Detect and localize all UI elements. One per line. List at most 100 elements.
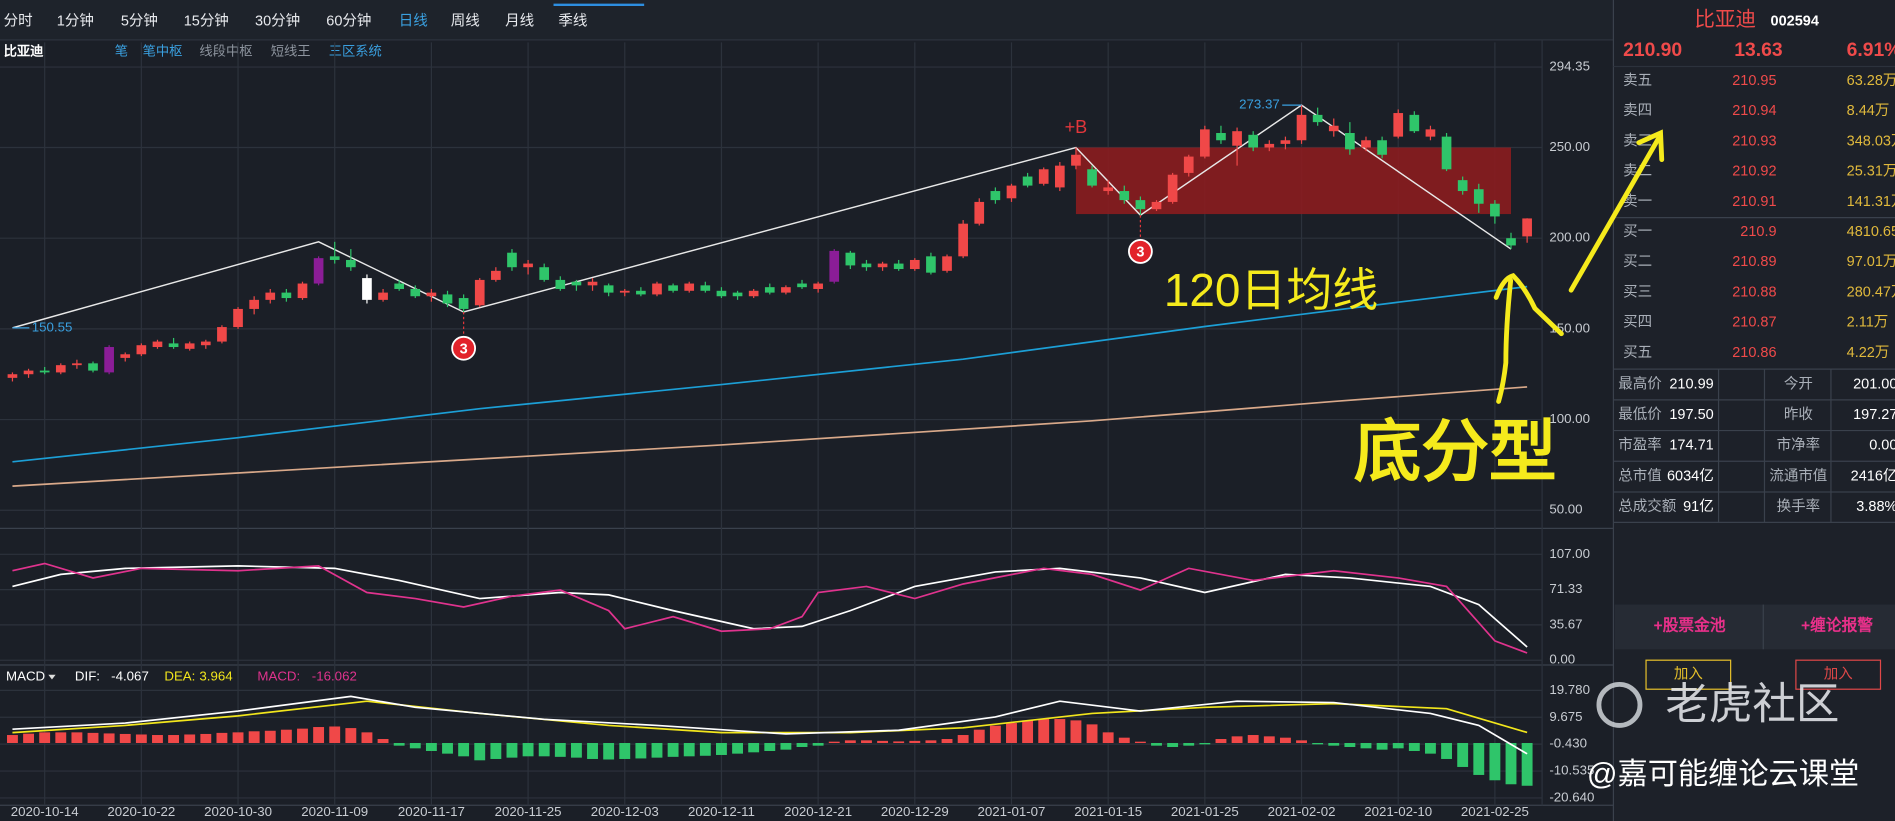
- y-tick-label: 250.00: [1549, 139, 1590, 154]
- candle-body: [1119, 191, 1130, 201]
- y-tick-label: -0.430: [1549, 736, 1587, 751]
- macd-bar: [490, 743, 502, 759]
- macd-bar: [1086, 724, 1098, 744]
- marker-label: 3: [460, 341, 468, 357]
- button[interactable]: [1645, 659, 1732, 690]
- macd-bar: [409, 743, 421, 749]
- candle-body: [732, 292, 743, 297]
- macd-bar: [361, 732, 373, 744]
- x-tick-label: 2020-11-17: [398, 804, 465, 819]
- candle-body: [748, 290, 759, 297]
- candle-body: [1264, 143, 1275, 148]
- line: [12, 700, 1528, 734]
- candle-body: [184, 343, 195, 349]
- period-tab[interactable]: 季线: [558, 13, 587, 30]
- order-volume: 8.44万: [1847, 103, 1890, 119]
- quote-panel: 比亚迪 002594 210.90 13.63 6.91% 卖五 210.95 63.28万卖…: [1613, 8, 1895, 690]
- indicator-tab[interactable]: 笔: [115, 44, 128, 59]
- macd-bar: [1344, 743, 1356, 747]
- candle-body: [1038, 169, 1049, 184]
- order-price: 210.93: [1732, 133, 1776, 149]
- candle-body: [491, 270, 501, 280]
- candle-body: [668, 285, 678, 291]
- period-tab[interactable]: 30分钟: [255, 13, 300, 30]
- macd-bar: [39, 732, 51, 744]
- x-tick-label: 2020-12-11: [688, 804, 755, 819]
- macd-bar: [619, 743, 631, 759]
- candle-body: [1457, 180, 1468, 192]
- x-tick-label: 2021-01-15: [1074, 804, 1142, 819]
- line: [12, 562, 1528, 654]
- candle-body: [974, 201, 985, 224]
- macd-bar: [1215, 739, 1227, 744]
- indicator-tab[interactable]: 笔中枢: [143, 44, 183, 59]
- candle-body: [958, 223, 968, 257]
- stat-label: 今开: [1784, 375, 1813, 392]
- stat-value: 201.00: [1853, 376, 1895, 392]
- macd-bar: [683, 743, 695, 757]
- indicator-tab[interactable]: 线段中枢: [199, 44, 252, 59]
- macd-bar: [1151, 743, 1162, 746]
- macd-bar: [1521, 743, 1533, 786]
- x-tick-label: 2021-02-10: [1364, 804, 1432, 819]
- legend-name: DIF:: [75, 669, 100, 684]
- candle-body: [1473, 189, 1484, 204]
- macd-bar: [667, 743, 679, 757]
- candle-body: [345, 259, 356, 268]
- button[interactable]: [1795, 659, 1882, 690]
- stat-value: 2416亿: [1851, 467, 1895, 484]
- indicator-tab[interactable]: 短线王: [271, 44, 311, 59]
- value-label: 150.55: [32, 319, 73, 334]
- candle-body: [1377, 140, 1387, 155]
- candle-body: [700, 285, 711, 291]
- period-tab[interactable]: 月线: [505, 13, 534, 30]
- macd-bar: [538, 743, 550, 757]
- candle-body: [942, 256, 952, 271]
- macd-title[interactable]: MACD: [6, 669, 45, 684]
- line: [12, 386, 1528, 487]
- macd-bar: [55, 732, 67, 744]
- candle-body: [893, 263, 904, 270]
- stat-label: 昨收: [1784, 406, 1813, 423]
- candle-body: [1167, 174, 1178, 202]
- macd-bar: [989, 725, 1001, 744]
- macd-bar: [1296, 740, 1307, 744]
- candle-body: [1425, 129, 1436, 137]
- line: [12, 695, 1528, 755]
- candle-body: [764, 287, 775, 293]
- period-tab[interactable]: 5分钟: [121, 13, 158, 30]
- stat-label: 最低价: [1618, 406, 1662, 423]
- candle-body: [813, 283, 823, 289]
- watermark-logo: [1596, 681, 1643, 728]
- indicator-tab[interactable]: 三区系统: [329, 44, 382, 59]
- action[interactable]: +缠论报警: [1801, 615, 1873, 634]
- stat-label: 最高价: [1618, 375, 1662, 392]
- candle-body: [1522, 218, 1532, 237]
- macd-bar: [554, 743, 566, 757]
- action[interactable]: +股票金池: [1654, 615, 1726, 634]
- candle-body: [539, 267, 550, 280]
- candle-body: [1006, 185, 1017, 199]
- candle-body: [1328, 125, 1339, 132]
- candle-body: [1103, 187, 1114, 192]
- macd-bar: [1022, 720, 1034, 744]
- macd-bar: [877, 740, 889, 744]
- period-tab[interactable]: 60分钟: [326, 13, 371, 30]
- order-volume: 2.11万: [1847, 315, 1889, 331]
- indicator-tabs: 笔笔中枢 线段中枢 短线王 三区系统: [115, 44, 382, 59]
- period-tab[interactable]: 分时: [4, 13, 33, 30]
- button-label[interactable]: 加入: [1674, 666, 1703, 683]
- order-price: 210.88: [1732, 284, 1776, 300]
- period-tab[interactable]: 周线: [451, 13, 480, 30]
- period-tab[interactable]: 15分钟: [184, 13, 229, 30]
- macd-bar: [119, 733, 131, 744]
- macd-bar: [1328, 743, 1340, 746]
- candle-body: [313, 258, 324, 284]
- button-label[interactable]: 加入: [1824, 666, 1853, 683]
- stat-value: 3.88%: [1856, 499, 1895, 515]
- period-tab[interactable]: 日线: [399, 13, 428, 30]
- period-tab[interactable]: 1分钟: [57, 13, 94, 30]
- macd-bar: [248, 731, 260, 744]
- candle-body: [1361, 140, 1371, 148]
